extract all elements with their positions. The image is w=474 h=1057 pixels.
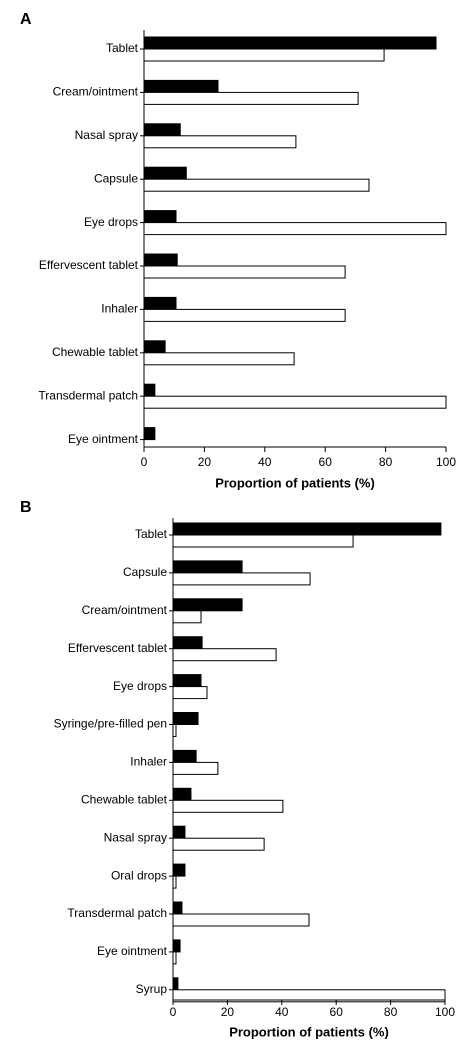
x-tick-label: 60: [319, 455, 333, 469]
y-tick-label: Chewable tablet: [81, 792, 168, 806]
x-tick-label: 40: [275, 1005, 289, 1019]
bar: [172, 572, 311, 586]
bar: [143, 36, 437, 50]
bar: [172, 799, 284, 813]
y-tick-label: Inhaler: [130, 755, 167, 769]
bar: [143, 253, 178, 267]
bar: [172, 939, 181, 953]
y-tick-label: Chewable tablet: [52, 345, 139, 359]
y-tick-label: Cream/ointment: [82, 603, 168, 617]
bar: [172, 901, 183, 915]
bar: [143, 308, 346, 322]
y-tick-label: Transdermal patch: [38, 388, 138, 402]
bar: [172, 636, 203, 650]
bar: [172, 712, 199, 725]
y-tick-label: Eye drops: [84, 215, 138, 229]
bar: [172, 761, 219, 775]
bar: [172, 560, 243, 574]
x-tick-label: 20: [221, 1005, 235, 1019]
bar: [172, 749, 197, 763]
bar: [172, 787, 192, 801]
bar: [172, 977, 179, 991]
bar: [143, 135, 297, 149]
x-tick-label: 80: [379, 455, 393, 469]
bar: [143, 340, 166, 354]
y-tick-label: Effervescent tablet: [68, 641, 168, 655]
bar: [172, 534, 354, 548]
bar: [143, 296, 177, 310]
y-tick-label: Nasal spray: [104, 830, 167, 844]
y-tick-label: Capsule: [94, 171, 138, 185]
bar: [143, 91, 359, 105]
bar: [143, 395, 447, 409]
bar: [143, 265, 346, 279]
bar: [143, 427, 156, 441]
bar: [143, 178, 370, 192]
y-tick-label: Tablet: [135, 527, 168, 541]
x-tick-label: 20: [198, 455, 212, 469]
y-tick-label: Oral drops: [111, 868, 167, 882]
bar: [172, 837, 265, 851]
bar: [143, 352, 295, 366]
bar: [172, 648, 277, 662]
bar: [143, 166, 187, 180]
bar: [172, 674, 202, 688]
bar: [143, 222, 447, 236]
bar: [143, 383, 156, 397]
y-tick-label: Effervescent tablet: [39, 258, 139, 272]
x-tick-label: 100: [436, 455, 456, 469]
bar: [172, 863, 186, 877]
bar: [143, 79, 219, 93]
y-tick-label: Eye ointment: [97, 944, 168, 958]
x-axis-label: Proportion of patients (%): [229, 1024, 389, 1039]
bar: [143, 210, 177, 224]
bar: [172, 522, 442, 536]
y-tick-label: Nasal spray: [75, 128, 138, 142]
y-tick-label: Eye drops: [113, 679, 167, 693]
x-tick-label: 40: [258, 455, 272, 469]
y-tick-label: Syrup: [136, 982, 168, 996]
bar: [172, 686, 208, 700]
y-tick-label: Cream/ointment: [53, 85, 139, 99]
x-tick-label: 60: [330, 1005, 344, 1019]
x-tick-label: 80: [384, 1005, 398, 1019]
x-axis-label: Proportion of patients (%): [215, 475, 375, 490]
y-tick-label: Syringe/pre-filled pen: [54, 717, 167, 731]
x-tick-label: 0: [141, 455, 148, 469]
bar: [172, 598, 243, 612]
bar: [143, 48, 385, 62]
x-tick-label: 0: [170, 1005, 177, 1019]
bar: [172, 913, 310, 927]
panel-label: B: [20, 499, 32, 516]
y-tick-label: Eye ointment: [68, 432, 139, 446]
bar: [143, 123, 181, 137]
y-tick-label: Inhaler: [101, 302, 138, 316]
y-tick-label: Tablet: [106, 41, 139, 55]
bar: [172, 610, 202, 624]
x-tick-label: 100: [435, 1005, 455, 1019]
y-tick-label: Capsule: [123, 565, 167, 579]
y-tick-label: Transdermal patch: [67, 906, 167, 920]
bar: [172, 825, 186, 839]
panel-label: A: [20, 11, 32, 28]
